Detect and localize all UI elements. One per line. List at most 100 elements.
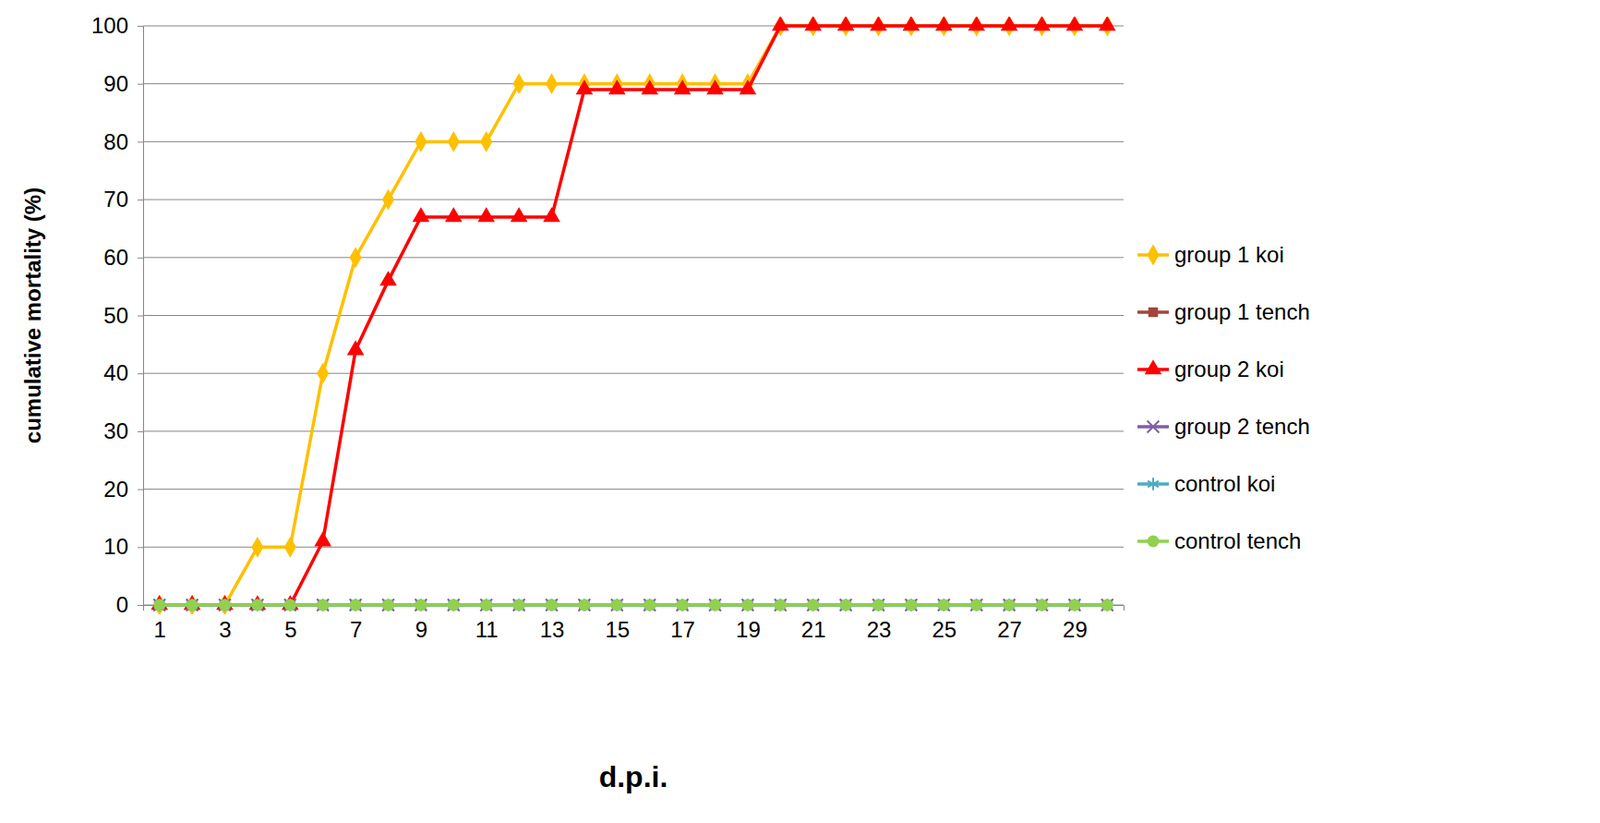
y-tick-label: 0	[116, 591, 129, 617]
point	[513, 72, 526, 95]
y-tick-mark	[137, 84, 144, 85]
point	[774, 599, 787, 612]
legend-label: group 1 tench	[1174, 299, 1311, 325]
legend-item: control tench	[1137, 528, 1301, 554]
point	[872, 599, 885, 612]
point	[1069, 598, 1081, 612]
point	[577, 599, 590, 612]
point	[872, 599, 885, 612]
point	[284, 599, 297, 612]
point	[840, 599, 853, 612]
legend-marker	[1144, 359, 1163, 374]
point	[349, 599, 362, 612]
x-tick-label: 15	[604, 616, 630, 642]
point	[807, 598, 819, 612]
point	[480, 599, 493, 612]
legend-marker	[1147, 421, 1160, 434]
point	[804, 16, 822, 31]
point	[447, 131, 460, 153]
y-tick-mark	[137, 489, 144, 491]
y-tick: 50	[103, 302, 144, 328]
point	[414, 599, 427, 612]
y-tick-mark	[137, 141, 144, 143]
point	[970, 599, 983, 612]
y-tick-mark	[137, 25, 144, 27]
y-tick: 90	[103, 71, 144, 97]
point	[382, 599, 395, 612]
y-tick: 100	[91, 12, 144, 38]
point	[379, 270, 397, 286]
point	[251, 599, 264, 612]
y-tick-mark	[137, 546, 144, 548]
series	[153, 599, 1113, 612]
series-line	[159, 602, 1108, 607]
point	[481, 598, 493, 612]
point	[873, 598, 885, 612]
point	[414, 131, 427, 153]
point	[316, 599, 329, 612]
point	[349, 598, 361, 612]
point	[1003, 598, 1015, 612]
point	[218, 599, 231, 612]
point	[219, 598, 231, 612]
point	[709, 599, 722, 612]
point	[445, 206, 463, 222]
x-tick-label: 17	[670, 616, 696, 642]
x-tick-label: 21	[801, 616, 827, 642]
point	[840, 598, 852, 612]
x-tick-label: 7	[349, 616, 362, 642]
point	[284, 536, 297, 558]
y-tick: 80	[103, 129, 144, 155]
legend-item: group 2 koi	[1137, 356, 1285, 382]
legend-item: control koi	[1137, 470, 1276, 496]
point	[349, 599, 362, 612]
point	[904, 599, 917, 612]
point	[577, 599, 590, 612]
y-tick-label: 100	[91, 12, 129, 38]
point	[447, 599, 460, 612]
grid-line	[143, 372, 1124, 374]
point	[611, 598, 623, 612]
legend-label: control koi	[1174, 470, 1276, 496]
point	[967, 16, 986, 31]
point	[347, 339, 365, 355]
y-tick-label: 70	[103, 186, 129, 212]
point	[806, 599, 819, 612]
legend-label: group 2 tench	[1174, 413, 1311, 439]
legend-marker	[1147, 535, 1160, 548]
series-line	[159, 602, 1108, 607]
y-tick: 0	[116, 591, 144, 617]
point	[480, 131, 493, 153]
y-tick-label: 10	[103, 533, 129, 559]
y-tick-mark	[137, 199, 144, 201]
point	[251, 536, 264, 558]
point	[774, 598, 786, 612]
point	[676, 598, 688, 612]
x-tick-label: 13	[540, 616, 566, 642]
x-tick-label: 19	[735, 616, 761, 642]
point	[643, 599, 656, 612]
grid-line	[143, 199, 1124, 201]
point	[542, 206, 561, 222]
point	[510, 206, 529, 222]
point	[477, 206, 495, 222]
legend-label: group 2 koi	[1174, 356, 1285, 382]
x-tick-label: 25	[931, 616, 957, 642]
point	[382, 189, 395, 211]
point	[1068, 599, 1081, 612]
grid-line	[143, 314, 1124, 316]
point	[447, 598, 459, 612]
point	[414, 599, 427, 612]
point	[349, 246, 362, 268]
series	[153, 599, 1113, 612]
legend-label: group 1 koi	[1174, 241, 1285, 267]
y-axis: 0102030405060708090100	[91, 12, 145, 617]
y-tick: 30	[103, 418, 144, 444]
point	[676, 599, 689, 612]
point	[1101, 598, 1113, 612]
point	[186, 599, 199, 612]
point	[415, 598, 427, 612]
y-tick-label: 30	[103, 418, 129, 444]
point	[673, 79, 692, 95]
point	[640, 79, 659, 95]
